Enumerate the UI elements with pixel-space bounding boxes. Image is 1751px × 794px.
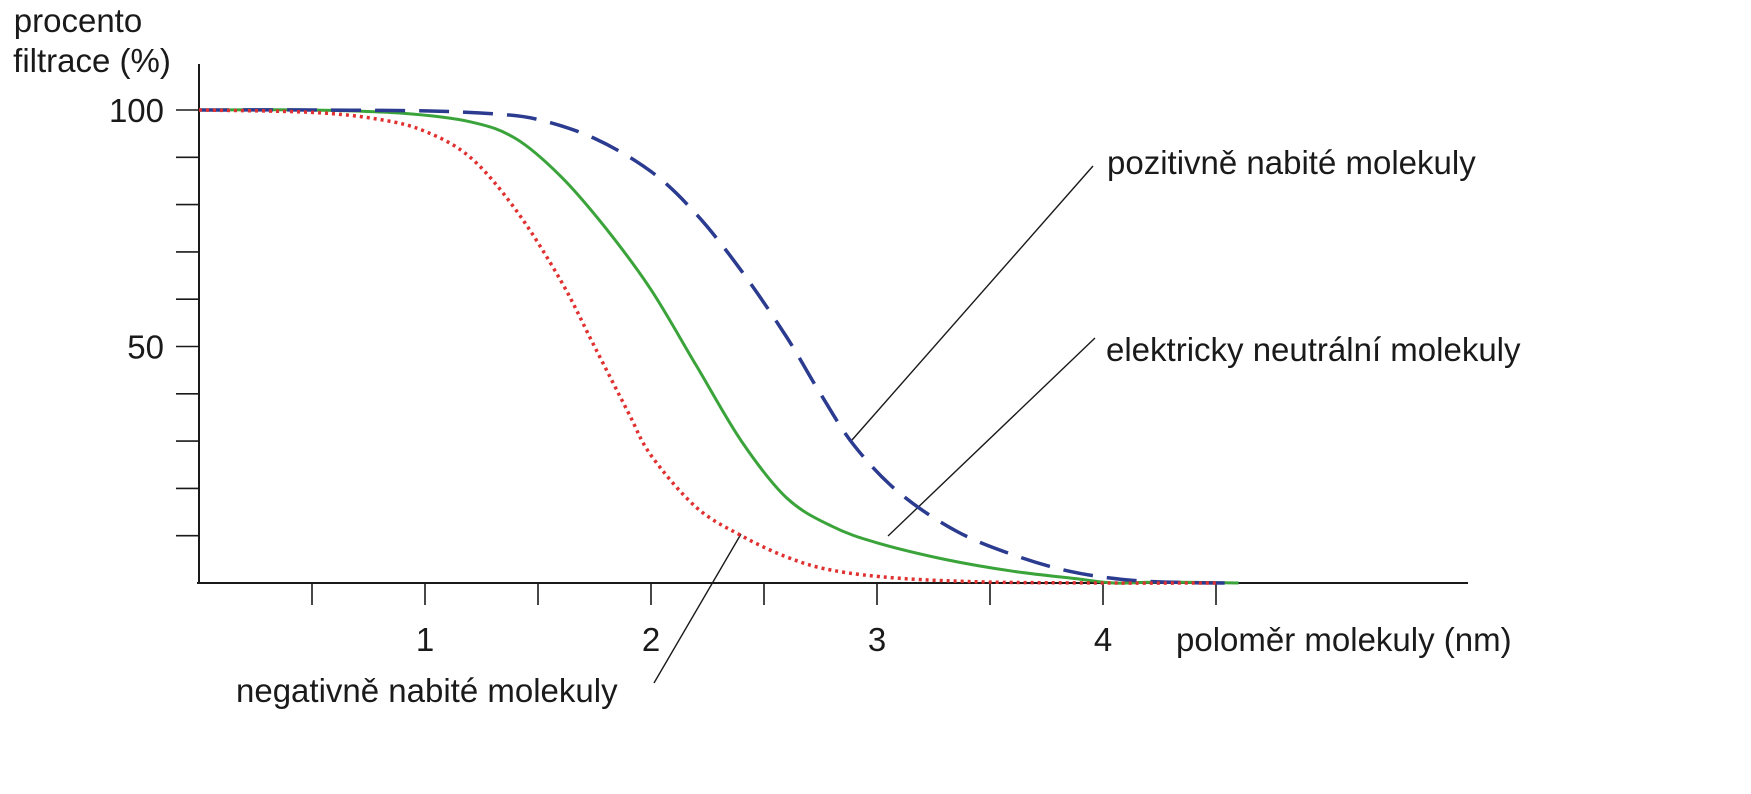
x-tick-label-3: 3 [868, 621, 886, 658]
y-tick-label-50: 50 [127, 329, 164, 366]
x-tick-label-2: 2 [642, 621, 660, 658]
x-tick-label-1: 1 [416, 621, 434, 658]
annotation-neutral: elektricky neutrální molekuly [1106, 331, 1521, 368]
leader-line-negative [653, 533, 742, 684]
x-axis-label: poloměr molekuly (nm) [1176, 621, 1512, 658]
annotation-positive: pozitivně nabité molekuly [1107, 144, 1476, 181]
series-line-neutral [198, 108, 1239, 585]
series-line-positive [198, 108, 1239, 585]
series-line-negative [198, 108, 1217, 585]
y-tick-label-100: 100 [109, 92, 164, 129]
y-axis-label-line-1: procento [14, 2, 142, 39]
annotation-negative: negativně nabité molekuly [236, 672, 618, 709]
leader-line-neutral [887, 337, 1096, 537]
x-tick-label-4: 4 [1094, 621, 1112, 658]
y-axis-label-line-2: filtrace (%) [13, 42, 171, 79]
leader-line-positive [851, 165, 1094, 441]
